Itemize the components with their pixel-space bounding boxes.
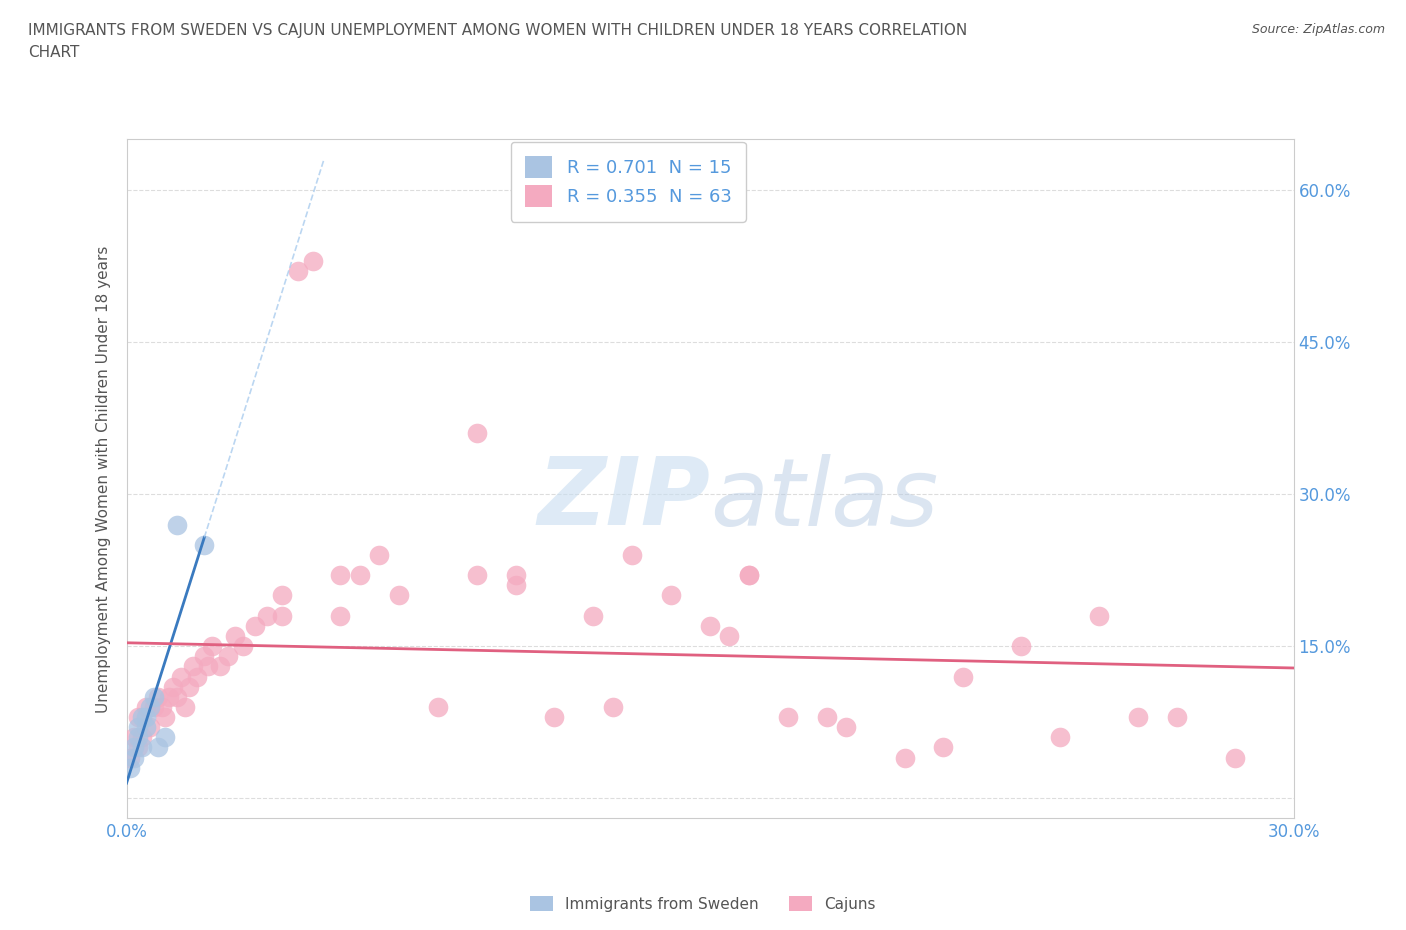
Point <box>174 699 197 714</box>
Point <box>124 751 146 765</box>
Point <box>271 608 294 623</box>
Point <box>142 699 165 714</box>
Point <box>135 710 157 724</box>
Point <box>1223 751 1246 765</box>
Point <box>932 740 955 755</box>
Point <box>150 699 173 714</box>
Point <box>127 720 149 735</box>
Point <box>124 740 146 755</box>
Text: IMMIGRANTS FROM SWEDEN VS CAJUN UNEMPLOYMENT AMONG WOMEN WITH CHILDREN UNDER 18 : IMMIGRANTS FROM SWEDEN VS CAJUN UNEMPLOY… <box>28 23 967 38</box>
Point <box>201 639 224 654</box>
Point <box>287 264 309 279</box>
Point <box>815 710 838 724</box>
Point <box>193 649 215 664</box>
Point <box>146 740 169 755</box>
Point <box>155 730 177 745</box>
Point <box>659 588 682 603</box>
Point <box>166 689 188 704</box>
Point <box>952 669 974 684</box>
Text: Source: ZipAtlas.com: Source: ZipAtlas.com <box>1251 23 1385 36</box>
Point <box>582 608 605 623</box>
Point <box>1166 710 1188 724</box>
Point <box>157 689 180 704</box>
Point <box>131 730 153 745</box>
Point <box>302 254 325 269</box>
Point <box>139 699 162 714</box>
Point <box>718 629 741 644</box>
Point <box>388 588 411 603</box>
Point <box>124 730 146 745</box>
Point <box>162 679 184 694</box>
Point <box>776 710 799 724</box>
Point <box>170 669 193 684</box>
Point <box>738 568 761 583</box>
Point <box>543 710 565 724</box>
Y-axis label: Unemployment Among Women with Children Under 18 years: Unemployment Among Women with Children U… <box>96 246 111 712</box>
Point <box>738 568 761 583</box>
Point <box>127 740 149 755</box>
Point <box>127 730 149 745</box>
Point <box>329 568 352 583</box>
Point <box>699 618 721 633</box>
Point <box>243 618 266 633</box>
Point <box>166 517 188 532</box>
Point <box>142 689 165 704</box>
Point <box>197 659 219 674</box>
Point <box>127 710 149 724</box>
Point <box>131 710 153 724</box>
Point <box>505 578 527 592</box>
Point <box>465 426 488 441</box>
Point <box>217 649 239 664</box>
Point <box>139 720 162 735</box>
Point <box>329 608 352 623</box>
Point <box>602 699 624 714</box>
Point <box>271 588 294 603</box>
Point <box>232 639 254 654</box>
Point <box>177 679 200 694</box>
Point <box>155 710 177 724</box>
Point <box>120 761 142 776</box>
Text: atlas: atlas <box>710 454 938 545</box>
Point <box>131 740 153 755</box>
Point <box>835 720 858 735</box>
Legend: Immigrants from Sweden, Cajuns: Immigrants from Sweden, Cajuns <box>524 889 882 918</box>
Point <box>368 548 391 563</box>
Point <box>193 538 215 552</box>
Point <box>208 659 231 674</box>
Legend: R = 0.701  N = 15, R = 0.355  N = 63: R = 0.701 N = 15, R = 0.355 N = 63 <box>510 141 747 222</box>
Point <box>135 720 157 735</box>
Text: CHART: CHART <box>28 45 80 60</box>
Point <box>505 568 527 583</box>
Point <box>256 608 278 623</box>
Point <box>120 751 142 765</box>
Point <box>1049 730 1071 745</box>
Point <box>349 568 371 583</box>
Point <box>1126 710 1149 724</box>
Point <box>426 699 449 714</box>
Point <box>1088 608 1111 623</box>
Point <box>1010 639 1032 654</box>
Text: ZIP: ZIP <box>537 453 710 545</box>
Point <box>621 548 644 563</box>
Point <box>186 669 208 684</box>
Point <box>893 751 915 765</box>
Point <box>146 689 169 704</box>
Point <box>135 699 157 714</box>
Point <box>465 568 488 583</box>
Point <box>224 629 246 644</box>
Point <box>181 659 204 674</box>
